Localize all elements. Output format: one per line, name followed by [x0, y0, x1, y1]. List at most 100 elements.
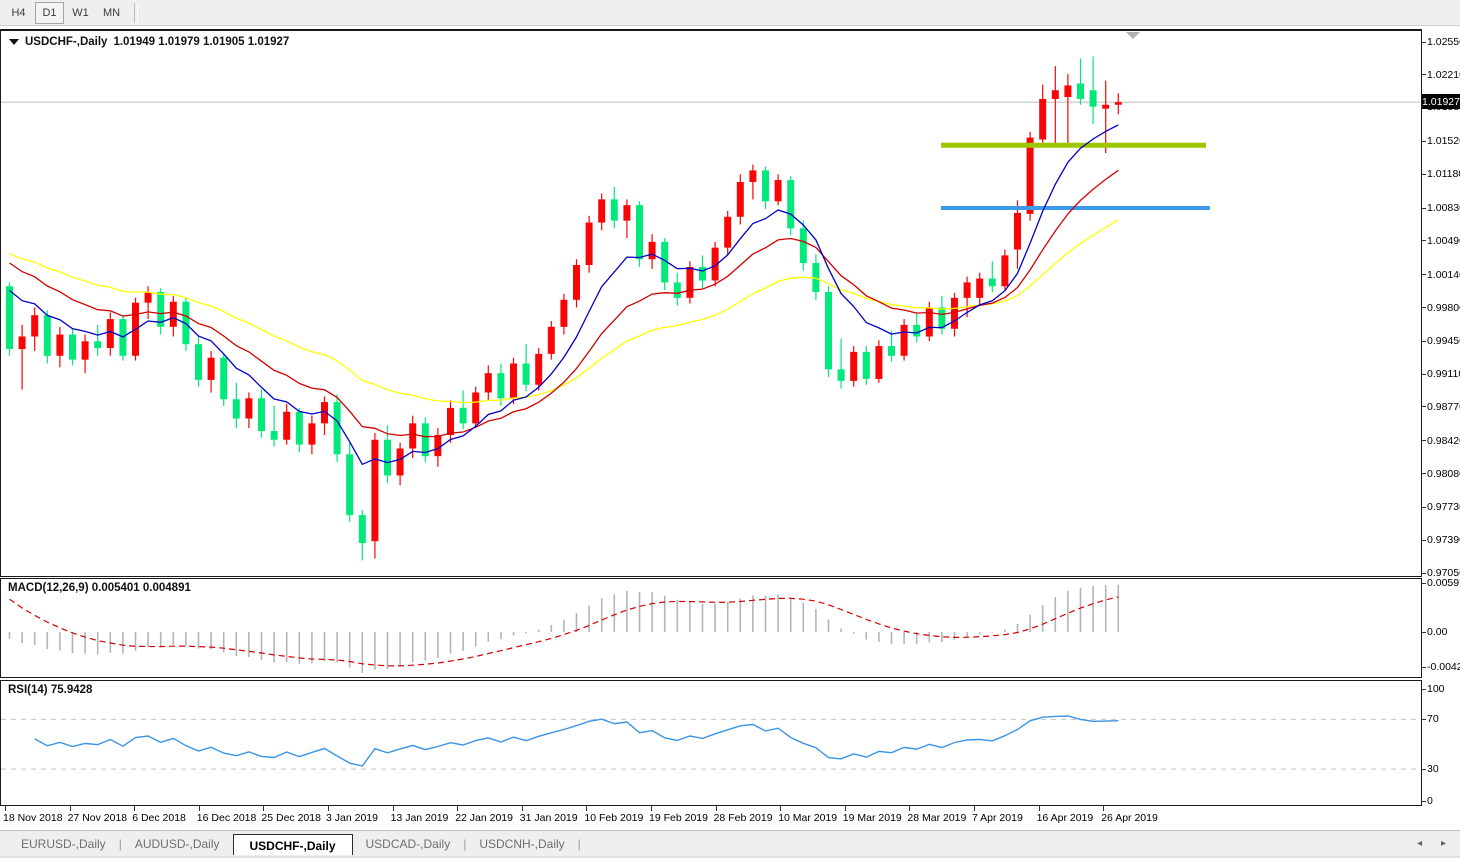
macd-panel[interactable] [0, 578, 1422, 678]
date-label: 26 Apr 2019 [1101, 812, 1158, 824]
candle-body [396, 448, 404, 476]
macd-label-bar: MACD(12,26,9) 0.005401 0.004891 [8, 582, 191, 594]
candle-body [421, 423, 429, 457]
candle-body [913, 324, 921, 337]
candle-body [18, 336, 26, 350]
candle-body [1114, 102, 1122, 105]
date-tick [198, 806, 200, 811]
candle-body [1014, 212, 1021, 250]
macd-axis-label: -0.00424 [1427, 661, 1460, 673]
date-label: 7 Apr 2019 [972, 812, 1023, 824]
candle-body [245, 398, 253, 419]
candle-body [573, 265, 580, 300]
timeframe-button-w1[interactable]: W1 [72, 6, 89, 19]
timeframe-button-h4[interactable]: H4 [11, 6, 26, 19]
price-axis-label: 1.02210 [1427, 68, 1460, 81]
date-tick [780, 806, 782, 811]
candle-body [522, 363, 530, 385]
macd-values: 0.005401 0.004891 [91, 582, 191, 594]
candles-layer [6, 56, 1122, 561]
date-label: 19 Mar 2019 [842, 812, 902, 824]
candle-body [1051, 90, 1059, 99]
timeframe-button-d1[interactable]: D1 [35, 1, 64, 24]
rsi-axis-label-tick [1421, 768, 1426, 770]
candle-body [510, 363, 517, 399]
price-axis-label-tick [1421, 307, 1426, 308]
date-tick [586, 806, 588, 811]
candle-body [1077, 83, 1084, 99]
rsi-axis-label: 70 [1427, 713, 1439, 726]
candle-body [31, 315, 39, 337]
candle-body [1089, 90, 1097, 107]
candle-body [699, 266, 706, 281]
candle-body [472, 392, 480, 424]
timeframe-button-mn[interactable]: MN [102, 6, 121, 19]
date-tick [974, 806, 975, 811]
macd-chart[interactable] [1, 579, 1420, 677]
tab-audusd[interactable]: AUDUSD-,Daily [134, 836, 220, 851]
date-tick [1038, 806, 1040, 811]
tab-separator: | [118, 836, 122, 851]
candle-body [371, 439, 379, 542]
symbol-dropdown-icon[interactable] [9, 39, 19, 45]
candle-body [358, 515, 366, 544]
rsi-axis-label: 30 [1427, 763, 1439, 776]
price-chart-panel[interactable] [0, 29, 1422, 577]
candle-body [106, 319, 114, 349]
candle-body [1001, 255, 1009, 287]
price-axis-label: 1.02550 [1427, 36, 1460, 48]
price-axis-label-tick [1421, 539, 1426, 541]
candle-body [787, 180, 795, 229]
date-tick [263, 806, 265, 811]
rsi-panel[interactable] [0, 680, 1422, 806]
price-axis-label-tick [1421, 440, 1426, 442]
candle-body [951, 297, 958, 329]
candle-body [560, 299, 568, 327]
tab-usdchf-active[interactable]: USDCHF-,Daily [232, 833, 353, 855]
candle-body [598, 199, 606, 223]
candle-body [169, 301, 177, 327]
rsi-axis-label-tick [1421, 800, 1426, 802]
tab-usdcnh[interactable]: USDCNH-,Daily [479, 836, 565, 851]
candlestick-chart[interactable] [1, 31, 1420, 575]
candle-body [434, 434, 442, 457]
candle-body [333, 402, 341, 455]
candle-body [295, 411, 303, 445]
date-label: 18 Nov 2018 [3, 812, 63, 824]
date-tick [715, 806, 717, 811]
candle-body [1039, 98, 1047, 140]
current-price-badge: 1.01927 [1422, 94, 1460, 109]
price-axis-label: 1.00490 [1427, 234, 1460, 247]
date-label: 16 Dec 2018 [196, 812, 257, 824]
date-label: 25 Dec 2018 [261, 812, 321, 824]
date-tick [134, 806, 136, 811]
tab-scroll-right-icon[interactable]: ▸ [1440, 838, 1454, 849]
rsi-line [34, 715, 1119, 767]
date-label: 31 Jan 2019 [519, 812, 578, 824]
chart-shift-marker-icon[interactable] [1126, 32, 1140, 39]
candle-body [43, 315, 51, 356]
tab-usdcad[interactable]: USDCAD-,Daily [365, 836, 451, 851]
candle-body [825, 292, 832, 370]
price-axis-label: 1.00830 [1427, 202, 1460, 215]
candle-body [673, 282, 681, 298]
price-axis-label-tick [1421, 240, 1426, 242]
candle-body [535, 353, 543, 385]
price-axis-label-tick [1421, 506, 1426, 508]
candle-body [711, 247, 719, 281]
tab-scroll-left-icon[interactable]: ◂ [1417, 838, 1431, 849]
candle-body [6, 286, 13, 350]
rsi-chart[interactable] [1, 681, 1420, 805]
candle-body [1064, 85, 1072, 98]
candle-body [610, 199, 618, 221]
price-axis-label-tick [1421, 406, 1426, 408]
price-axis-label-tick [1421, 173, 1426, 175]
date-tick [909, 806, 911, 811]
date-tick [457, 806, 459, 811]
candle-body [938, 307, 946, 329]
tab-eurusd[interactable]: EURUSD-,Daily [21, 836, 106, 851]
